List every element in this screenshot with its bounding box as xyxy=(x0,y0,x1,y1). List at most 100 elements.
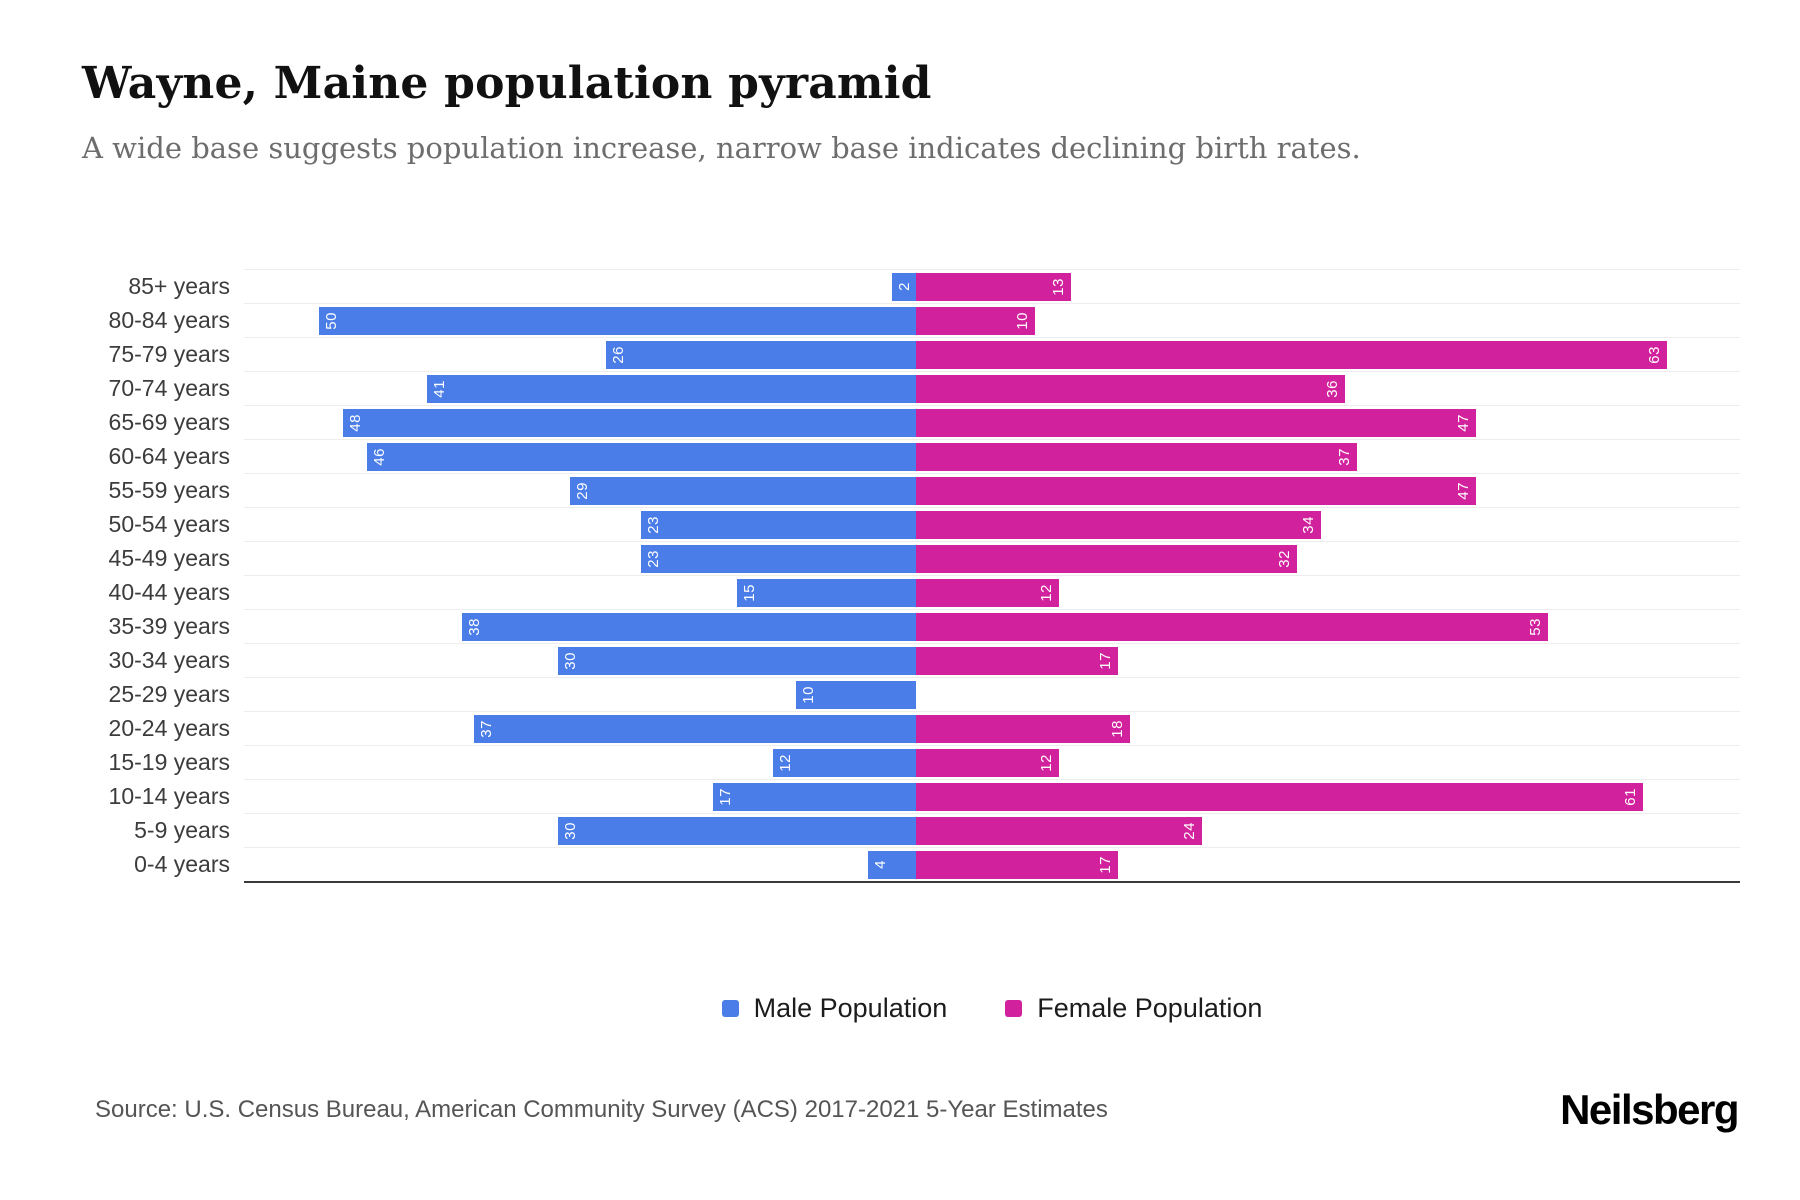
female-zone: 17 xyxy=(915,644,1740,677)
page-title: Wayne, Maine population pyramid xyxy=(82,58,932,109)
row-plot: 12 12 xyxy=(244,745,1740,779)
male-bar: 30 xyxy=(557,816,916,845)
row-plot: 46 37 xyxy=(244,439,1740,473)
male-zone: 15 xyxy=(244,576,916,609)
female-zone xyxy=(916,678,1740,711)
row-plot: 17 61 xyxy=(244,779,1740,813)
pyramid-row: 60-64 years 46 37 xyxy=(0,439,1800,473)
male-bar-value: 12 xyxy=(776,753,794,772)
male-bar-value: 50 xyxy=(323,311,341,330)
pyramid-row: 45-49 years 23 32 xyxy=(0,541,1800,575)
row-plot: 48 47 xyxy=(244,405,1740,439)
male-bar: 48 xyxy=(343,408,916,437)
male-zone: 48 xyxy=(244,406,916,439)
female-bar-value: 61 xyxy=(1622,787,1640,806)
pyramid-row: 85+ years 2 13 xyxy=(0,269,1800,303)
pyramid-row: 25-29 years 10 xyxy=(0,677,1800,711)
pyramid-rows: 85+ years 2 13 80-84 years 50 10 75-79 years 26… xyxy=(0,269,1800,881)
row-plot: 10 xyxy=(244,677,1740,711)
axis-baseline xyxy=(244,881,1740,883)
source-attribution: Source: U.S. Census Bureau, American Com… xyxy=(95,1096,1108,1123)
male-bar-value: 17 xyxy=(716,787,734,806)
female-bar: 10 xyxy=(915,306,1035,335)
legend-item-female[interactable]: Female Population xyxy=(1005,993,1262,1024)
female-bar-value: 18 xyxy=(1109,719,1127,738)
male-bar: 17 xyxy=(712,782,916,811)
female-bar: 24 xyxy=(915,816,1202,845)
legend-item-male[interactable]: Male Population xyxy=(721,993,948,1024)
age-group-label: 75-79 years xyxy=(108,340,230,367)
female-bar-value: 47 xyxy=(1455,413,1473,432)
age-group-label: 25-29 years xyxy=(108,680,230,707)
female-bar-value: 10 xyxy=(1013,311,1031,330)
male-bar-value: 2 xyxy=(895,282,913,291)
female-zone: 13 xyxy=(915,270,1740,303)
male-zone: 12 xyxy=(244,746,916,779)
pyramid-row: 15-19 years 12 12 xyxy=(0,745,1800,779)
male-bar: 29 xyxy=(569,476,916,505)
row-plot: 2 13 xyxy=(244,269,1740,303)
female-zone: 18 xyxy=(915,712,1740,745)
row-plot: 30 17 xyxy=(244,643,1740,677)
male-legend-swatch xyxy=(721,1000,739,1017)
row-plot: 37 18 xyxy=(244,711,1740,745)
age-group-label: 45-49 years xyxy=(108,544,230,571)
row-plot: 30 24 xyxy=(244,813,1740,847)
age-group-label: 85+ years xyxy=(128,272,230,299)
female-bar-value: 24 xyxy=(1180,821,1198,840)
row-plot: 41 36 xyxy=(244,371,1740,405)
row-plot: 38 53 xyxy=(244,609,1740,643)
male-bar: 37 xyxy=(474,714,916,743)
male-bar-value: 46 xyxy=(370,447,388,466)
female-bar-value: 63 xyxy=(1646,345,1664,364)
male-bar: 4 xyxy=(867,850,916,879)
age-group-label: 5-9 years xyxy=(134,816,230,843)
female-legend-swatch xyxy=(1005,1000,1023,1017)
female-bar-value: 36 xyxy=(1324,379,1342,398)
female-bar: 61 xyxy=(915,782,1644,811)
male-bar-value: 30 xyxy=(561,821,579,840)
male-bar: 41 xyxy=(426,374,916,403)
male-bar-value: 4 xyxy=(871,860,889,869)
age-group-label: 70-74 years xyxy=(108,374,230,401)
male-bar-value: 23 xyxy=(645,515,663,534)
male-bar-value: 37 xyxy=(478,719,496,738)
female-bar: 53 xyxy=(915,612,1548,641)
pyramid-row: 50-54 years 23 34 xyxy=(0,507,1800,541)
male-bar: 23 xyxy=(641,510,916,539)
row-plot: 29 47 xyxy=(244,473,1740,507)
female-zone: 37 xyxy=(915,440,1740,473)
age-group-label: 15-19 years xyxy=(108,748,230,775)
female-zone: 12 xyxy=(915,746,1740,779)
female-bar: 63 xyxy=(915,340,1668,369)
female-bar: 12 xyxy=(915,578,1059,607)
female-bar: 18 xyxy=(915,714,1131,743)
male-zone: 38 xyxy=(244,610,916,643)
female-zone: 17 xyxy=(915,848,1740,881)
male-bar: 46 xyxy=(366,442,916,471)
age-group-label: 60-64 years xyxy=(108,442,230,469)
female-zone: 32 xyxy=(915,542,1740,575)
female-zone: 12 xyxy=(915,576,1740,609)
female-bar: 37 xyxy=(915,442,1358,471)
female-bar: 13 xyxy=(915,272,1071,301)
female-bar: 12 xyxy=(915,748,1059,777)
age-group-label: 30-34 years xyxy=(108,646,230,673)
female-bar-value: 53 xyxy=(1526,617,1544,636)
female-bar: 47 xyxy=(915,408,1477,437)
row-plot: 23 34 xyxy=(244,507,1740,541)
chart-header: Wayne, Maine population pyramid A wide b… xyxy=(0,0,1800,165)
male-bar: 15 xyxy=(736,578,916,607)
male-zone: 41 xyxy=(244,372,916,405)
page-subtitle: A wide base suggests population increase… xyxy=(82,131,1361,165)
pyramid-row: 30-34 years 30 17 xyxy=(0,643,1800,677)
female-bar: 32 xyxy=(915,544,1298,573)
female-bar-value: 17 xyxy=(1097,855,1115,874)
pyramid-row: 55-59 years 29 47 xyxy=(0,473,1800,507)
male-legend-label: Male Population xyxy=(753,993,948,1023)
row-plot: 15 12 xyxy=(244,575,1740,609)
male-bar-value: 38 xyxy=(466,617,484,636)
male-zone: 46 xyxy=(244,440,916,473)
male-zone: 26 xyxy=(244,338,916,371)
male-bar: 50 xyxy=(319,306,916,335)
